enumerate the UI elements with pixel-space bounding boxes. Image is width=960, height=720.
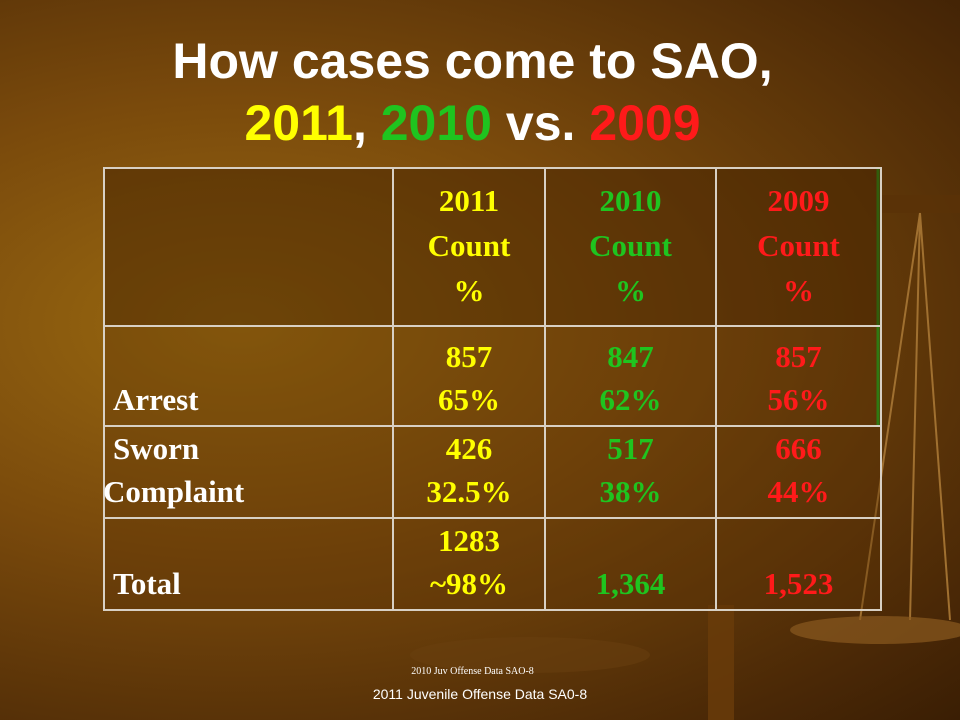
title: How cases come to SAO, 2011, 2010 vs. 20…	[0, 30, 945, 154]
header-line: 2009	[767, 182, 830, 218]
value-line: 857	[775, 339, 822, 374]
value-line: 62%	[599, 382, 662, 417]
title-line: 2011, 2010 vs. 2009	[0, 92, 945, 154]
value-line: 38%	[599, 474, 662, 509]
value-line: 32.5%	[426, 474, 512, 509]
value-cell: 1283 ~98%	[392, 517, 546, 611]
pan	[790, 616, 960, 644]
header-cell: 2010 Count%	[544, 167, 717, 327]
title-part: 2011	[244, 95, 353, 151]
header-line: 2010	[599, 182, 662, 218]
string	[919, 212, 951, 621]
row-label: Arrest	[103, 325, 394, 427]
label-line: Arrest	[113, 382, 199, 417]
table-row: Arrest 857 65% 847 62% 857 56%	[103, 325, 882, 427]
header-line: %	[453, 272, 485, 308]
value-line: 1,364	[595, 566, 666, 601]
header-line: 2011	[438, 182, 500, 218]
table-row: Sworn Complaint 426 32.5% 517 38% 666 44%	[103, 425, 882, 519]
row-label: Sworn Complaint	[103, 425, 394, 519]
data-table: 2011 Count% 2010 Count% 2009 Count% Arrest 857 6…	[103, 167, 882, 611]
value-line: 857	[445, 339, 493, 374]
post	[708, 605, 734, 720]
value-cell: 847 62%	[544, 325, 717, 427]
table-row: Total 1283 ~98% 1,364 1,523	[103, 517, 882, 611]
value-cell: 857 56%	[715, 325, 882, 427]
footer-source: 2011 Juvenile Offense Data SA0-8	[372, 686, 588, 702]
value-line: 666	[775, 431, 822, 466]
value-line: 65%	[438, 382, 500, 417]
label-line: Complaint	[103, 474, 245, 509]
beam	[880, 195, 960, 213]
header-line: Count	[427, 227, 511, 263]
header-cell: 2009 Count%	[715, 167, 882, 327]
value-cell: 1,364	[544, 517, 717, 611]
value-cell: 1,523	[715, 517, 882, 611]
string	[909, 212, 921, 621]
header-line: Count	[589, 227, 672, 263]
value-line: 44%	[767, 474, 830, 509]
header-line: %	[783, 272, 814, 308]
title-line: How cases come to SAO,	[172, 33, 773, 89]
pan	[410, 637, 650, 673]
value-line: ~98%	[429, 566, 509, 601]
header-cell: 2011 Count%	[392, 167, 546, 327]
header-line: Count	[757, 227, 840, 263]
value-cell: 857 65%	[392, 325, 546, 427]
title-part: ,	[352, 95, 367, 151]
value-line: 847	[607, 339, 654, 374]
value-line: 56%	[767, 382, 830, 417]
header-row: 2011 Count% 2010 Count% 2009 Count%	[103, 167, 882, 327]
title-part: vs.	[505, 95, 576, 151]
value-line: 1,523	[763, 566, 834, 601]
value-cell: 517 38%	[544, 425, 717, 519]
label-line: Sworn	[113, 431, 200, 466]
value-line: 517	[607, 431, 654, 466]
value-line: 1283	[438, 523, 500, 558]
value-cell: 426 32.5%	[392, 425, 546, 519]
title-part: 2010	[380, 95, 492, 151]
value-line: 426	[445, 431, 493, 466]
label-line: Total	[113, 566, 181, 601]
corner-cell	[103, 167, 394, 327]
title-part: 2009	[589, 95, 701, 151]
header-line: %	[615, 272, 646, 308]
row-label: Total	[103, 517, 394, 611]
footer-note: 2010 Juv Offense Data SAO-8	[411, 666, 534, 677]
value-cell: 666 44%	[715, 425, 882, 519]
